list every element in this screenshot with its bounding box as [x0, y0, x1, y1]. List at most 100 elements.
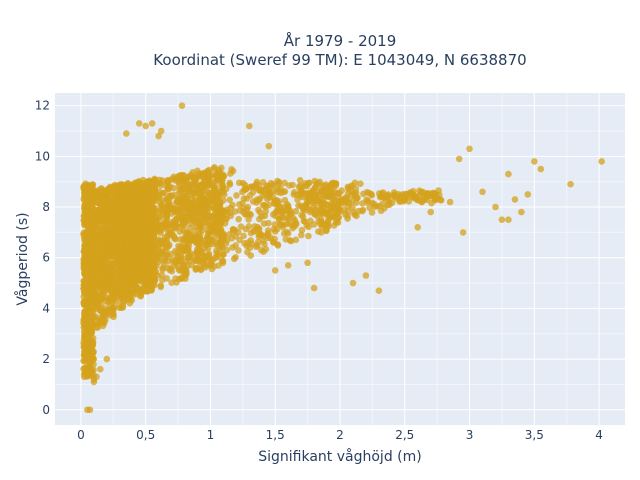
data-point — [86, 228, 93, 235]
data-point — [163, 251, 170, 259]
data-point — [190, 201, 198, 209]
data-point — [97, 307, 105, 315]
x-tick-label: 2 — [336, 428, 344, 442]
data-point — [106, 235, 113, 242]
data-point — [240, 232, 247, 240]
data-point — [171, 235, 178, 242]
data-point — [134, 185, 141, 192]
data-point — [119, 294, 127, 301]
data-point — [180, 219, 187, 227]
data-point — [125, 263, 133, 271]
data-point — [101, 190, 109, 198]
data-point — [89, 308, 97, 316]
data-point — [206, 173, 214, 181]
data-point — [123, 130, 130, 137]
data-point — [156, 176, 163, 184]
data-point — [145, 225, 152, 232]
data-point — [210, 197, 218, 204]
data-point — [101, 196, 108, 204]
data-point — [129, 207, 136, 214]
data-point — [511, 196, 519, 203]
data-point — [428, 199, 435, 207]
data-point — [99, 318, 106, 326]
data-point — [206, 235, 213, 243]
data-point — [121, 276, 129, 284]
data-point — [124, 252, 131, 259]
x-axis-label: Signifikant våghöjd (m) — [258, 448, 421, 465]
data-point — [144, 179, 151, 187]
data-point — [335, 214, 342, 221]
data-point — [90, 280, 97, 287]
data-point — [80, 288, 88, 296]
data-point — [196, 192, 203, 200]
data-point — [384, 192, 392, 200]
data-point — [279, 188, 287, 196]
data-point — [279, 208, 286, 215]
data-point — [208, 265, 216, 273]
data-point — [87, 353, 94, 361]
data-point — [88, 274, 96, 281]
data-point — [258, 213, 266, 220]
data-point — [320, 202, 327, 210]
data-point — [124, 238, 132, 246]
data-point — [329, 179, 336, 187]
data-point — [413, 196, 421, 204]
data-point — [82, 278, 89, 285]
data-point — [360, 190, 367, 198]
data-point — [289, 181, 296, 189]
data-point — [203, 184, 211, 192]
data-point — [135, 239, 143, 246]
data-point — [159, 220, 167, 227]
data-point — [213, 253, 221, 261]
data-point — [126, 185, 133, 193]
data-point — [188, 261, 195, 269]
data-point — [83, 335, 90, 343]
data-point — [201, 199, 208, 206]
y-axis-label: Vågperiod (s) — [14, 212, 31, 305]
data-point — [179, 212, 186, 220]
data-point — [228, 235, 235, 242]
data-point — [307, 217, 314, 225]
data-point — [126, 289, 134, 297]
data-point — [254, 241, 261, 249]
data-point — [244, 203, 252, 211]
data-point — [118, 222, 125, 230]
data-point — [398, 192, 405, 200]
data-point — [261, 201, 268, 209]
data-point — [152, 218, 160, 226]
data-point — [246, 244, 254, 251]
data-point — [147, 206, 154, 213]
data-point — [172, 224, 180, 232]
data-point — [100, 260, 108, 268]
data-point — [215, 169, 223, 176]
data-point — [237, 223, 245, 230]
data-point — [155, 132, 162, 140]
data-point — [351, 179, 359, 187]
data-point — [492, 203, 499, 211]
data-point — [505, 170, 512, 178]
data-point — [198, 219, 206, 227]
data-point — [240, 208, 247, 216]
data-point — [168, 268, 176, 275]
data-point — [134, 276, 141, 283]
data-point — [185, 174, 193, 181]
data-point — [259, 179, 267, 186]
data-point — [314, 196, 321, 204]
y-tick-label: 12 — [35, 99, 50, 113]
data-point — [138, 266, 146, 273]
data-point — [83, 237, 90, 245]
data-point — [156, 255, 164, 263]
data-point — [159, 276, 166, 284]
data-point — [106, 197, 114, 205]
data-point — [168, 210, 175, 217]
data-point — [166, 192, 174, 199]
data-point — [339, 197, 347, 204]
data-point — [276, 221, 284, 228]
data-point — [226, 179, 233, 187]
data-point — [159, 266, 166, 273]
data-point — [232, 242, 239, 249]
data-point — [303, 196, 310, 203]
data-point — [119, 263, 126, 271]
data-point — [118, 194, 126, 202]
data-point — [108, 188, 116, 196]
